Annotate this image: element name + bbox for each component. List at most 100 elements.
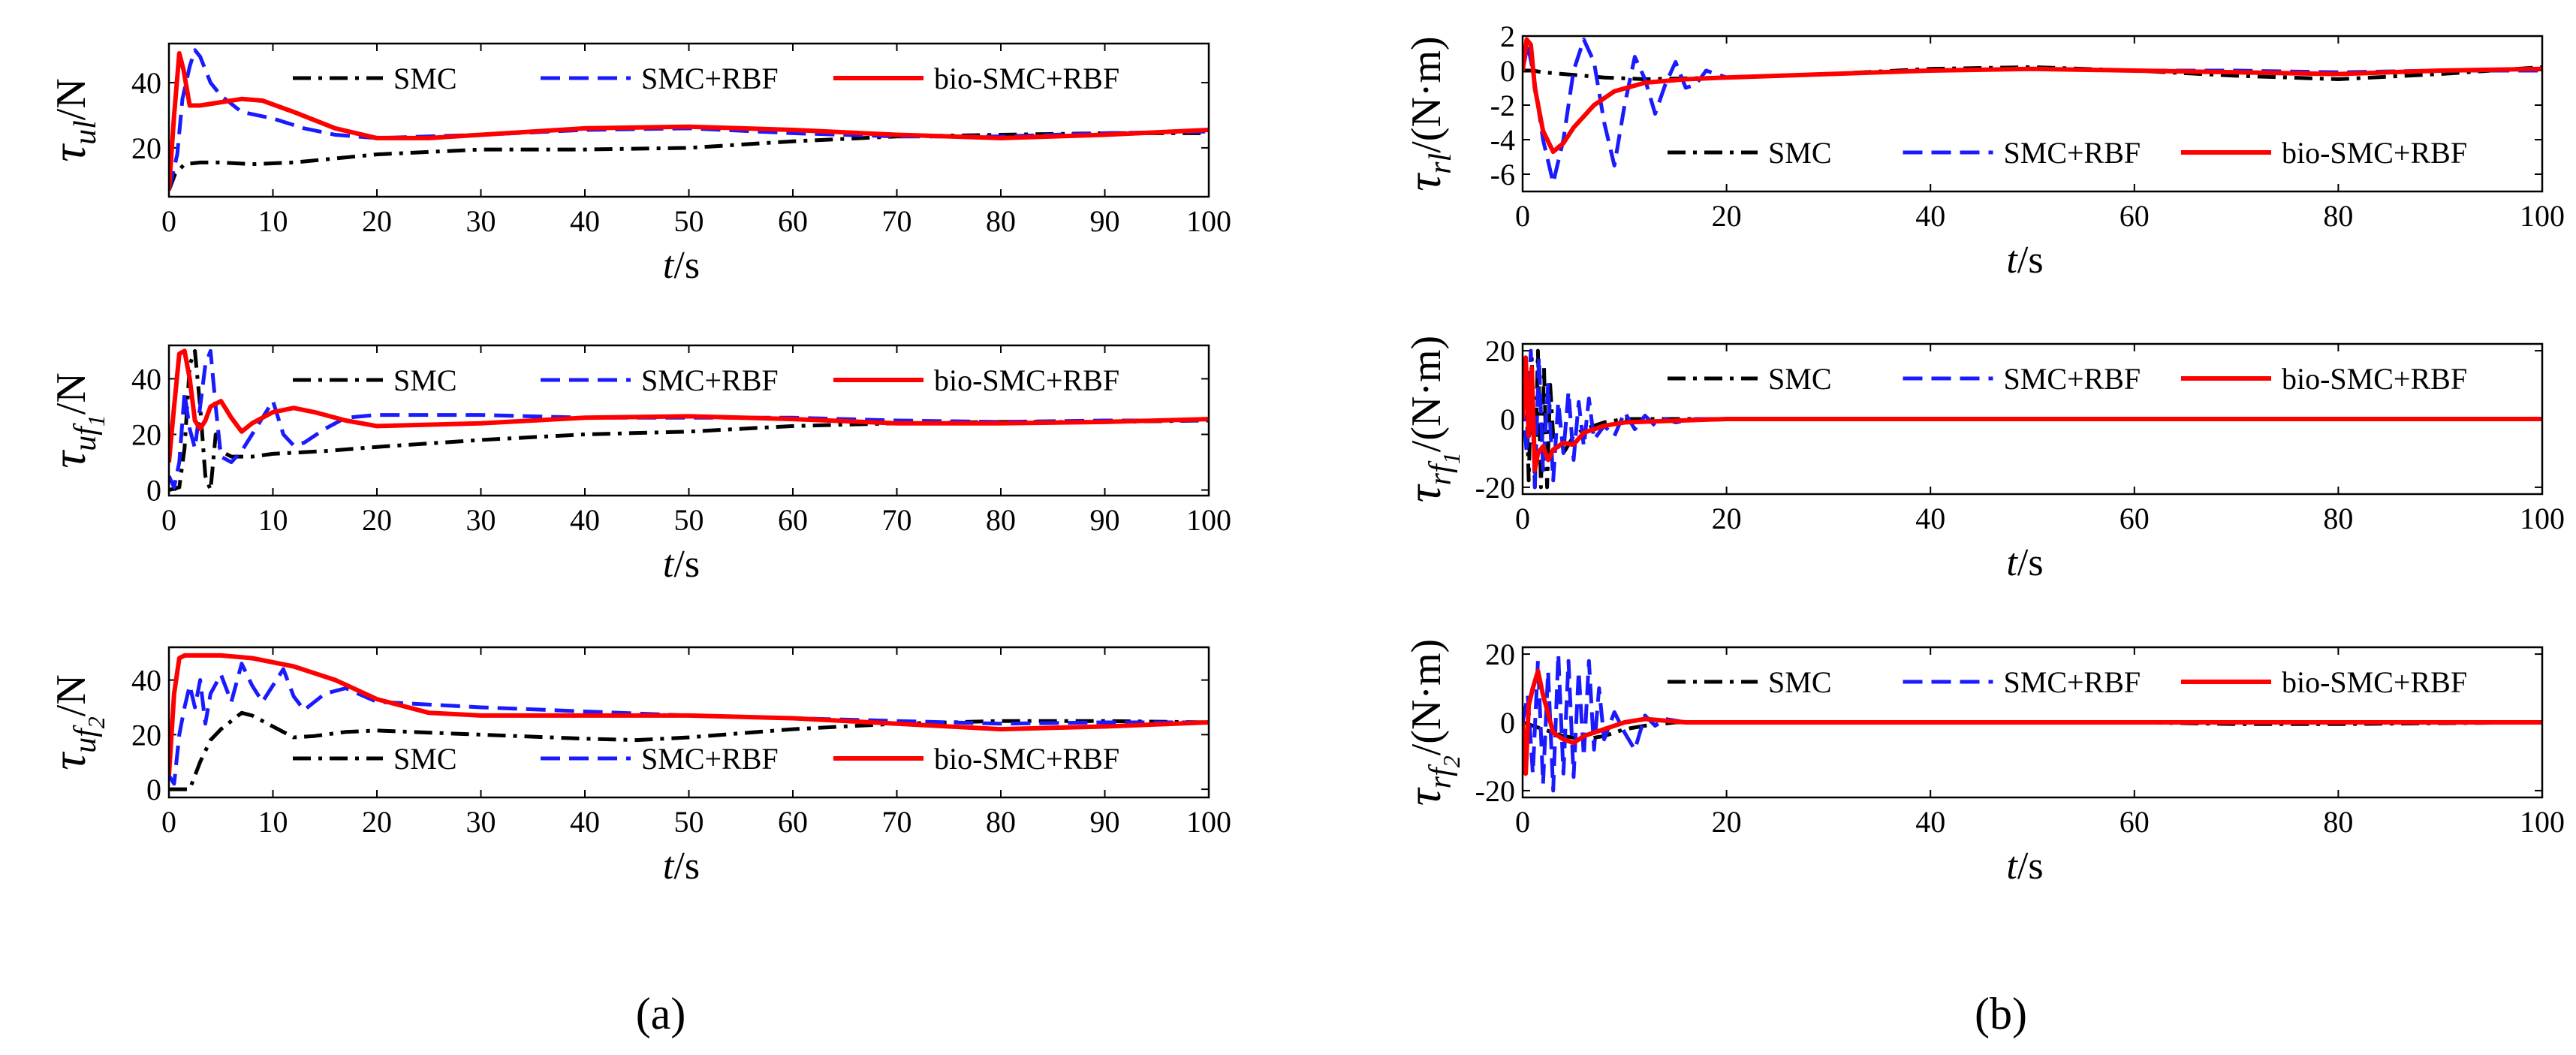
x-tick-label: 30 [466, 503, 496, 537]
x-axis-label: t/s [2006, 541, 2043, 584]
series-line-bio-smc-rbf [169, 51, 1209, 191]
x-tick-label: 40 [1915, 805, 1945, 839]
y-tick-label: 20 [131, 131, 161, 165]
y-axis-subscript: rf [1424, 764, 1458, 788]
y-tick-label: 0 [146, 773, 161, 806]
x-axis-symbol: t [663, 543, 675, 586]
x-tick-label: 40 [570, 805, 600, 839]
x-tick-label: 100 [1186, 805, 1231, 839]
y-tick-label: 0 [1500, 706, 1515, 740]
x-tick-label: 20 [362, 204, 392, 238]
legend-label: bio-SMC+RBF [2282, 136, 2467, 170]
legend-label: SMC+RBF [2004, 136, 2141, 170]
x-tick-label: 60 [778, 204, 808, 238]
x-tick-label: 40 [1915, 199, 1945, 233]
x-tick-label: 90 [1090, 503, 1120, 537]
x-tick-label: 10 [258, 204, 288, 238]
x-axis-unit: /s [673, 543, 700, 586]
y-axis-subscript-index: 2 [1438, 755, 1465, 767]
y-tick-label: 0 [146, 474, 161, 508]
y-tick-label: 20 [131, 418, 161, 452]
legend: SMC SMC+RBF bio-SMC+RBF [1668, 665, 2467, 699]
axes-frame [1521, 646, 2544, 799]
x-tick-label: 60 [2120, 805, 2150, 839]
y-axis-unit: /(N·m) [1403, 36, 1450, 153]
legend: SMC SMC+RBF bio-SMC+RBF [1668, 136, 2467, 170]
x-axis-unit: /s [673, 244, 700, 287]
y-axis-label: τrf2/(N·m) [1397, 639, 1465, 806]
series-line-smc [169, 710, 1209, 791]
x-tick-label: 0 [1515, 199, 1530, 233]
subplot-a1: 0 10 20 30 40 50 60 70 80 90 100 20 40 SMC SMC+RBF bio-… [42, 42, 1231, 287]
legend-label: bio-SMC+RBF [934, 363, 1119, 397]
y-axis-subscript: uf [68, 423, 103, 451]
x-tick-label: 10 [258, 805, 288, 839]
x-tick-label: 30 [466, 204, 496, 238]
x-tick-label: 80 [986, 204, 1016, 238]
y-tick-label: 0 [1500, 54, 1515, 88]
x-tick-label: 50 [674, 503, 704, 537]
x-axis-unit: /s [673, 845, 700, 888]
y-tick-label: -4 [1490, 123, 1515, 157]
legend: SMC SMC+RBF bio-SMC+RBF [293, 363, 1119, 397]
y-axis-label: τuf1/N [42, 372, 110, 469]
x-tick-label: 10 [258, 503, 288, 537]
legend-label: SMC [1768, 362, 1832, 396]
x-tick-label: 100 [2520, 199, 2565, 233]
axes-frame [1521, 342, 2544, 496]
x-axis-symbol: t [663, 244, 675, 287]
x-tick-label: 80 [2323, 199, 2353, 233]
y-tick-label: 2 [1500, 20, 1515, 53]
legend-label: SMC [393, 742, 457, 776]
y-axis-subscript: rf [1424, 460, 1458, 485]
x-axis-label: t/s [663, 244, 700, 287]
legend-label: SMC+RBF [641, 363, 779, 397]
y-axis-subscript: rl [1424, 153, 1458, 174]
x-axis-unit: /s [2017, 845, 2044, 888]
y-axis-unit: /N [48, 372, 95, 414]
series-line-smc [169, 348, 1209, 493]
x-tick-label: 80 [986, 503, 1016, 537]
legend-label: SMC [1768, 136, 1832, 170]
y-tick-label: 40 [131, 664, 161, 698]
y-axis-symbol: τ [1397, 787, 1451, 806]
y-axis-symbol: τ [1397, 484, 1451, 502]
x-tick-label: 70 [882, 805, 912, 839]
y-axis-unit: /N [48, 674, 95, 716]
x-tick-label: 60 [778, 805, 808, 839]
x-axis-symbol: t [663, 845, 675, 888]
legend-label: bio-SMC+RBF [934, 742, 1119, 776]
x-axis-label: t/s [663, 845, 700, 888]
y-axis-subscript-index: 1 [1438, 452, 1465, 464]
x-tick-label: 70 [882, 204, 912, 238]
x-tick-label: 0 [161, 805, 176, 839]
y-tick-label: -20 [1475, 774, 1515, 808]
x-tick-label: 40 [570, 204, 600, 238]
x-tick-label: 60 [778, 503, 808, 537]
y-axis-label: τrf1/(N·m) [1397, 336, 1465, 502]
y-axis-subscript: uf [68, 725, 103, 753]
series-line-bio-smc-rbf [1523, 355, 2542, 473]
x-tick-label: 0 [161, 204, 176, 238]
legend-label: bio-SMC+RBF [2282, 665, 2467, 699]
y-tick-label: 40 [131, 66, 161, 100]
x-axis-label: t/s [2006, 845, 2043, 888]
x-axis-label: t/s [663, 543, 700, 586]
axes-frame [167, 344, 1210, 497]
x-axis-unit: /s [2017, 239, 2044, 282]
x-tick-label: 0 [1515, 502, 1530, 535]
y-tick-label: -2 [1490, 89, 1515, 122]
x-axis-unit: /s [2017, 541, 2044, 584]
y-tick-label: -20 [1475, 471, 1515, 505]
x-tick-label: 60 [2120, 502, 2150, 535]
y-axis-symbol: τ [42, 143, 95, 162]
legend-label: SMC+RBF [2004, 362, 2141, 396]
caption-b: (b) [1975, 989, 2027, 1038]
y-tick-label: 20 [131, 718, 161, 752]
legend-label: SMC [1768, 665, 1832, 699]
y-axis-unit: /N [48, 78, 95, 120]
y-tick-label: 20 [1485, 334, 1515, 368]
x-tick-label: 100 [1186, 503, 1231, 537]
